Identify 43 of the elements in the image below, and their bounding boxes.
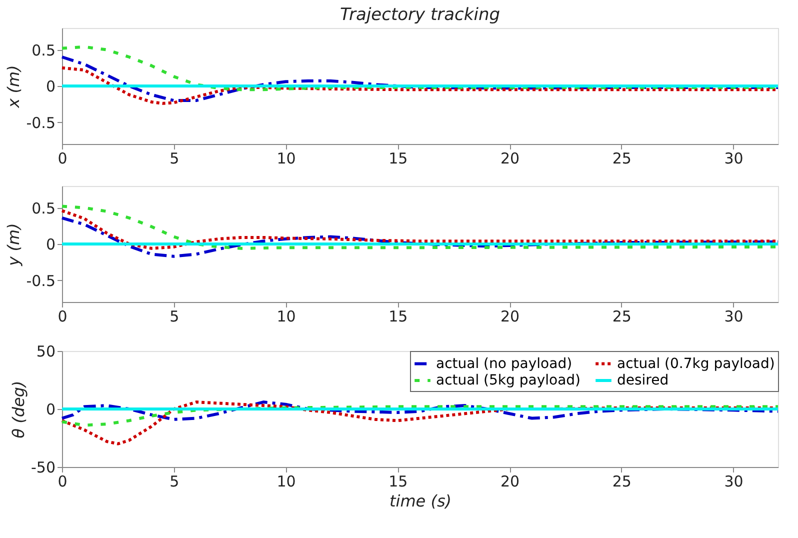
y-tick-label: 0 (46, 400, 56, 418)
y-axis-title: x (m) (4, 65, 24, 109)
line-series (60, 400, 780, 421)
x-tick-label: 25 (612, 472, 632, 490)
x-tick-label: 0 (58, 308, 68, 326)
x-tick-label: 25 (612, 308, 632, 326)
legend-label: actual (no payload) (436, 356, 572, 372)
x-tick-label: 20 (500, 150, 520, 168)
x-tick-label: 30 (724, 472, 744, 490)
legend-label: actual (5kg payload) (436, 372, 581, 388)
x-tick-label: 15 (388, 308, 408, 326)
chart-title: Trajectory tracking (340, 5, 500, 25)
x-tick-label: 10 (276, 472, 296, 490)
y-tick-label: 0.5 (32, 41, 56, 60)
x-tick-label: 0 (58, 472, 68, 490)
x-tick-label: 5 (170, 308, 180, 326)
x-tick-label: 15 (388, 150, 408, 168)
x-tick-label: 20 (500, 308, 520, 326)
x-tick-label: 25 (612, 150, 632, 168)
y-tick-label: -50 (31, 458, 56, 476)
x-tick-label: 30 (724, 150, 744, 168)
x-tick-label: 0 (58, 150, 68, 168)
legend-label: actual (0.7kg payload) (617, 356, 775, 372)
x-tick-label: 10 (276, 308, 296, 326)
y-tick-label: 50 (36, 342, 56, 360)
x-tick-label: 5 (170, 472, 180, 490)
x-tick-label: 5 (170, 150, 180, 168)
y-axis-title: y (m) (4, 223, 24, 267)
y-axis-title: θ (deg) (9, 380, 28, 438)
legend-label: desired (617, 372, 669, 388)
x-tick-label: 30 (724, 308, 744, 326)
x-tick-label: 20 (500, 472, 520, 490)
x-axis-title: time (s) (389, 492, 452, 510)
y-tick-label: 0 (46, 236, 56, 254)
y-tick-label: -0.5 (26, 114, 56, 132)
x-tick-label: 15 (388, 472, 408, 490)
x-tick-label: 10 (276, 150, 296, 168)
line-series (60, 56, 780, 102)
y-tick-label: 0.5 (32, 199, 56, 218)
y-tick-label: -0.5 (26, 272, 56, 290)
line-series (60, 216, 780, 258)
line-series (60, 405, 780, 427)
y-tick-label: 0 (46, 78, 56, 96)
